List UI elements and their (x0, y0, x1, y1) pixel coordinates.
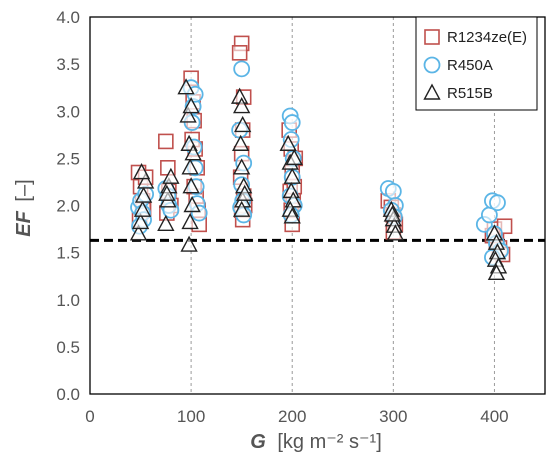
data-point-triangle (184, 144, 202, 161)
data-point-triangle (136, 172, 155, 189)
legend-label: R1234ze(E) (447, 29, 527, 46)
x-tick-label: 0 (85, 407, 94, 426)
x-axis-symbol: G (250, 431, 266, 453)
data-point-triangle (129, 224, 148, 241)
data-point-triangle (180, 235, 198, 252)
plot-area-frame (89, 16, 546, 395)
data-point-triangle (232, 200, 251, 217)
y-axis-symbol: EF (13, 210, 35, 236)
x-tick-label: 400 (480, 407, 508, 426)
x-axis-title: G [kg m⁻² s⁻¹] (250, 431, 382, 453)
legend-item: R1234ze(E) (424, 29, 527, 46)
data-point-triangle (236, 184, 254, 201)
legend-marker-square (424, 29, 440, 45)
data-point-triangle (134, 186, 153, 203)
data-points-layer (129, 35, 513, 281)
data-point-triangle (231, 134, 250, 151)
data-point-square (231, 45, 248, 61)
x-tick-label: 100 (177, 407, 205, 426)
data-point-triangle (132, 163, 151, 180)
y-tick-label: 3.0 (56, 102, 80, 121)
data-point-triangle (285, 148, 303, 166)
y-tick-label: 2.0 (56, 197, 80, 216)
y-tick-label: 1.0 (56, 291, 80, 310)
data-point-triangle (232, 158, 251, 175)
data-point-circle (384, 182, 402, 200)
data-point-triangle (131, 212, 150, 230)
data-point-triangle (283, 207, 301, 224)
data-point-triangle (133, 200, 152, 217)
x-tick-label: 300 (379, 407, 407, 426)
data-point-triangle (177, 78, 195, 95)
legend-label: R515B (447, 85, 493, 102)
y-tick-labels: 0.0 0.5 1.0 1.5 2.0 2.5 3.0 3.5 4.0 (56, 8, 80, 404)
data-point-triangle (279, 134, 297, 151)
data-point-triangle (181, 158, 199, 175)
y-tick-label: 1.5 (56, 244, 80, 263)
data-point-triangle (234, 115, 252, 133)
data-point-triangle (383, 205, 401, 222)
data-point-triangle (183, 196, 201, 213)
legend-marker-triangle (423, 83, 441, 100)
y-tick-label: 3.5 (56, 55, 80, 74)
data-point-triangle (182, 97, 200, 114)
data-point-circle (233, 60, 251, 78)
x-tick-labels: 0 100 200 300 400 (85, 407, 508, 426)
y-tick-label: 0.0 (56, 385, 80, 404)
y-tick-label: 4.0 (56, 8, 80, 27)
y-tick-label: 0.5 (56, 338, 80, 357)
data-point-triangle (232, 97, 251, 114)
series-triangle (129, 78, 508, 281)
legend-marker-circle (423, 56, 441, 74)
legend-item: R450A (423, 56, 493, 74)
data-point-triangle (181, 212, 199, 230)
legend: R1234ze(E) R450A R515B (415, 16, 538, 111)
y-axis-unit: [–] (13, 179, 35, 201)
data-point-triangle (157, 214, 175, 232)
data-point-triangle (283, 167, 301, 184)
data-point-triangle (386, 224, 405, 241)
legend-item: R515B (423, 83, 493, 102)
data-point-triangle (182, 177, 200, 194)
y-tick-label: 2.5 (56, 149, 80, 168)
y-axis-title: EF [–] (13, 179, 35, 236)
x-tick-label: 200 (278, 407, 306, 426)
data-point-triangle (487, 263, 506, 281)
data-point-circle (489, 194, 506, 212)
data-point-circle (283, 114, 301, 131)
data-point-triangle (162, 167, 180, 184)
data-point-triangle (158, 184, 176, 201)
x-axis-unit: [kg m⁻² s⁻¹] (277, 431, 381, 453)
data-point-triangle (179, 106, 197, 123)
data-point-square (158, 133, 174, 150)
legend-items: R1234ze(E) R450A R515B (423, 29, 527, 102)
legend-label: R450A (447, 57, 493, 74)
